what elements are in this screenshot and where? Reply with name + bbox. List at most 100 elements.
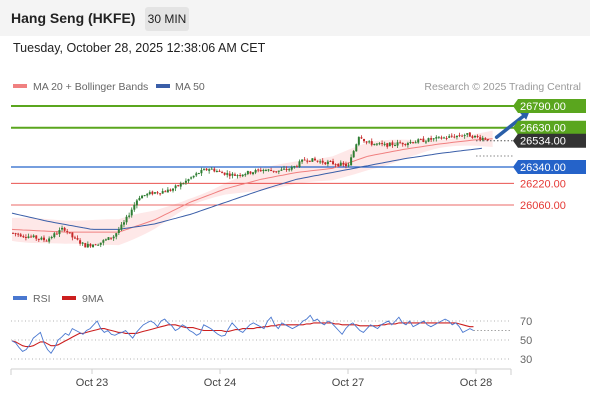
candle-body-159	[422, 138, 425, 142]
candle-body-72	[197, 173, 200, 175]
candle-body-173	[458, 135, 461, 137]
candle-body-117	[313, 158, 316, 161]
candle-body-132	[352, 151, 355, 158]
candle-body-178	[471, 136, 474, 138]
candle-body-38	[110, 237, 113, 239]
candle-body-34	[99, 242, 102, 245]
candle-body-105	[283, 168, 286, 170]
candle-body-160	[424, 141, 427, 143]
candle-body-166	[440, 137, 443, 139]
candle-body-162	[430, 138, 433, 140]
candle-body-180	[476, 136, 479, 138]
candle-body-55	[153, 192, 156, 194]
candle-body-176	[466, 133, 469, 135]
candles-layer	[12, 132, 489, 248]
candle-body-12	[42, 237, 45, 241]
rsi-tick-30: 30	[520, 354, 532, 366]
candle-body-109	[293, 166, 296, 168]
candle-body-54	[151, 191, 154, 195]
candle-body-2	[17, 233, 20, 235]
candle-body-161	[427, 138, 430, 142]
candle-body-184	[486, 139, 489, 141]
candle-body-87	[236, 175, 239, 177]
candle-body-11	[40, 237, 43, 240]
legend-swatch-ma20	[13, 84, 27, 88]
candle-body-168	[445, 137, 448, 139]
chart-header: Hang Seng (HKFE) 30 MIN	[0, 0, 590, 36]
candle-body-131	[350, 157, 353, 166]
legend-label-ma20: MA 20 + Bollinger Bands	[33, 81, 148, 93]
candle-body-137	[365, 141, 368, 143]
candle-body-88	[239, 174, 242, 176]
candle-body-171	[453, 136, 456, 138]
candle-body-169	[448, 136, 451, 138]
candle-body-26	[79, 240, 82, 244]
candle-body-24	[73, 237, 76, 239]
candle-body-40	[115, 233, 118, 237]
candle-body-52	[146, 193, 149, 196]
candle-body-59	[164, 191, 167, 193]
candle-body-45	[128, 215, 131, 217]
forecast-arrow-shaft	[494, 112, 527, 139]
candle-body-16	[53, 233, 56, 238]
candle-body-152	[404, 144, 407, 146]
candle-body-144	[383, 143, 386, 145]
candle-body-177	[468, 132, 471, 137]
candle-body-175	[463, 135, 466, 137]
candle-body-89	[241, 174, 244, 177]
level-tag-26340.00-box	[513, 160, 586, 175]
level-tag-26790.00-box	[513, 99, 586, 113]
candle-body-21	[66, 231, 69, 233]
candle-body-123	[329, 160, 332, 162]
candle-body-139	[370, 141, 373, 145]
candle-body-164	[435, 137, 438, 139]
candle-body-85	[231, 173, 234, 176]
candle-body-60	[166, 189, 169, 193]
candle-body-7	[30, 236, 33, 238]
level-tag-26790.00: 26790.00	[520, 101, 566, 113]
x-tick-label-0: Oct 23	[76, 377, 108, 389]
candle-body-102	[275, 171, 278, 173]
candle-body-142	[378, 143, 381, 145]
candle-body-112	[301, 159, 304, 162]
watermark-text: Research © 2025 Trading Central	[424, 81, 581, 93]
candle-body-92	[249, 171, 252, 174]
legend-label-9ma: 9MA	[82, 293, 104, 305]
candle-body-76	[208, 169, 211, 171]
candle-body-95	[257, 169, 260, 171]
candle-body-36	[104, 239, 107, 241]
candle-body-44	[125, 216, 128, 223]
candle-body-118	[316, 160, 319, 162]
candle-body-114	[306, 160, 309, 162]
candle-body-51	[143, 195, 146, 197]
level-tag-26340.00: 26340.00	[520, 162, 566, 174]
candle-body-99	[267, 169, 270, 171]
x-tick-label-3: Oct 28	[460, 377, 492, 389]
level-tags-layer: 26790.00 26630.00 26340.00 26220.00 26060.00…	[513, 99, 586, 212]
candle-body-8	[32, 235, 35, 238]
candle-body-129	[344, 164, 347, 167]
candle-body-126	[337, 164, 340, 166]
candle-body-156	[414, 142, 417, 144]
level-tag-26630.00-box	[513, 120, 586, 135]
candle-body-86	[233, 174, 236, 176]
candle-body-124	[332, 161, 335, 165]
candle-body-5	[24, 236, 27, 238]
candle-body-22	[68, 232, 71, 234]
candle-body-181	[479, 137, 482, 140]
candle-body-30	[89, 243, 92, 247]
candle-body-32	[94, 244, 97, 246]
candle-body-138	[368, 141, 371, 143]
candle-body-73	[200, 169, 203, 174]
candle-body-17	[55, 233, 58, 235]
candle-body-46	[130, 209, 133, 216]
timeframe-button[interactable]: 30 MIN	[145, 7, 189, 31]
candle-body-74	[202, 169, 205, 171]
candle-body-25	[76, 238, 79, 240]
candle-body-104	[280, 169, 283, 171]
legend-layer: MA 20 + Bollinger Bands MA 50 Research © 2…	[13, 81, 581, 93]
candle-body-1	[14, 233, 17, 235]
candle-body-78	[213, 168, 216, 172]
candle-body-146	[388, 142, 391, 147]
rsi-tick-70: 70	[520, 316, 532, 328]
